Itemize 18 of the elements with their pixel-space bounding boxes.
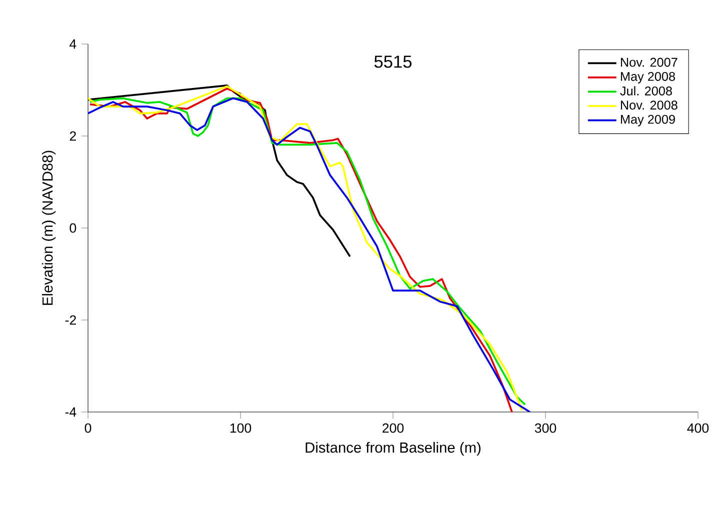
legend-label: May 2009 — [620, 114, 675, 126]
x-tick-label: 100 — [230, 423, 252, 433]
legend-label: Nov. 2008 — [620, 100, 678, 110]
x-axis-title: Distance from Baseline (m) — [306, 442, 480, 456]
legend-label: Jul. 2008 — [620, 86, 672, 96]
y-tick-label: -2 — [65, 315, 76, 325]
legend-label: May 2008 — [620, 72, 676, 84]
y-tick-label: 0 — [70, 223, 76, 233]
legend-label: Nov. 2007 — [620, 58, 678, 67]
y-tick-label: -4 — [65, 407, 76, 417]
x-tick-label: 0 — [84, 423, 92, 433]
y-tick-label: 4 — [70, 39, 76, 49]
x-tick-label: 300 — [534, 423, 556, 433]
x-tick-label: 400 — [687, 423, 709, 433]
x-tick-label: 200 — [382, 423, 404, 433]
y-tick-label: 2 — [70, 131, 76, 141]
y-axis-title: Elevation (m) (NAVD88) — [42, 150, 56, 305]
text: 5515 — [374, 56, 412, 68]
